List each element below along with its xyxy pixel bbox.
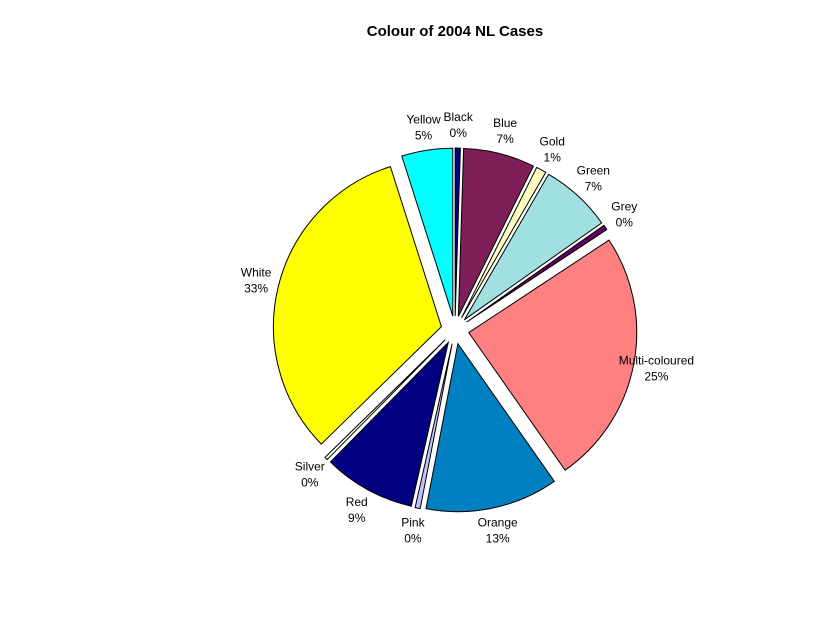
slice-label-gold: Gold 1% [540,135,565,165]
pie-slice-silver [324,339,446,461]
slice-label-orange: Orange 13% [478,516,518,546]
pie-slice-black [454,147,461,317]
pie-slice-multi-coloured [468,239,638,471]
slice-label-red: Red 9% [346,495,368,525]
pie-slice-white [272,165,442,445]
pie-slice-yellow [401,147,454,317]
pie-slice-orange [425,342,555,513]
pie-slice-gold [461,166,547,318]
slice-label-silver: Silver 0% [295,460,325,490]
pie-slice-blue [457,147,535,317]
slice-label-green: Green 7% [577,164,610,194]
slice-label-grey: Grey 0% [611,200,637,230]
pie-slice-grey [466,224,608,323]
slice-label-black: Black 0% [444,110,474,140]
pie-slice-red [329,340,450,507]
slice-label-blue: Blue 7% [493,116,517,146]
slice-label-pink: Pink 0% [401,516,425,546]
pie-slices [272,147,638,513]
slice-label-white: White 33% [241,266,272,296]
pie-slice-pink [414,343,453,510]
chart-title: Colour of 2004 NL Cases [367,23,543,40]
pie-slice-green [463,173,603,321]
pie-labels: Black 0% Blue 7% Gold 1% Green 7%Grey 0% Multi-co… [241,110,694,546]
slice-label-multi-coloured: Multi-coloured 25% [619,353,694,383]
slice-label-yellow: Yellow 5% [406,112,441,142]
